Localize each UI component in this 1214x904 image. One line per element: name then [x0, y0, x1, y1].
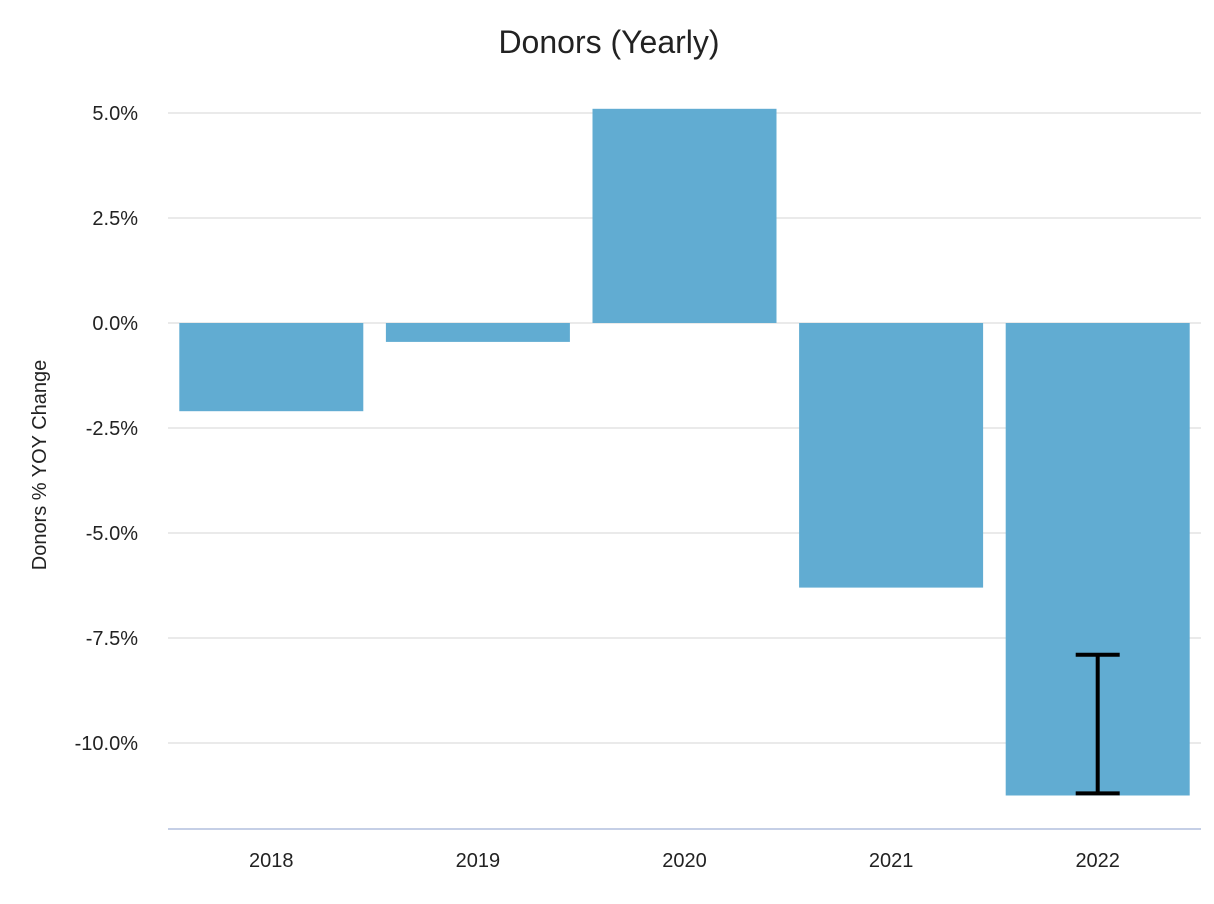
y-tick-label: -5.0%: [86, 523, 138, 545]
x-tick-label-2019: 2019: [456, 850, 501, 872]
y-axis-ticks: 5.0% 2.5% 0.0% -2.5% -5.0% -7.5% -10.0%: [75, 103, 139, 755]
x-tick-label-2018: 2018: [249, 850, 294, 872]
bar-2020: [592, 108, 777, 323]
y-tick-label: 0.0%: [92, 313, 138, 335]
error-bar-2022: [1075, 652, 1120, 796]
y-tick-label: 2.5%: [92, 208, 138, 230]
y-axis-title: Donors % YOY Change: [29, 360, 51, 571]
y-tick-label: -10.0%: [75, 733, 139, 755]
x-tick-label-2021: 2021: [869, 850, 914, 872]
y-tick-label: -7.5%: [86, 628, 138, 650]
bars: [179, 108, 1190, 796]
error-bars: [1075, 652, 1120, 796]
x-tick-label-2022: 2022: [1075, 850, 1120, 872]
bar-2021: [799, 323, 984, 588]
x-axis-ticks: 2018 2019 2020 2021 2022: [249, 850, 1120, 872]
bar-2018: [179, 323, 364, 412]
x-tick-label-2020: 2020: [662, 850, 707, 872]
y-tick-label: -2.5%: [86, 418, 138, 440]
chart-title: Donors (Yearly): [498, 24, 719, 60]
y-tick-label: 5.0%: [92, 103, 138, 125]
bar-2019: [385, 323, 570, 342]
